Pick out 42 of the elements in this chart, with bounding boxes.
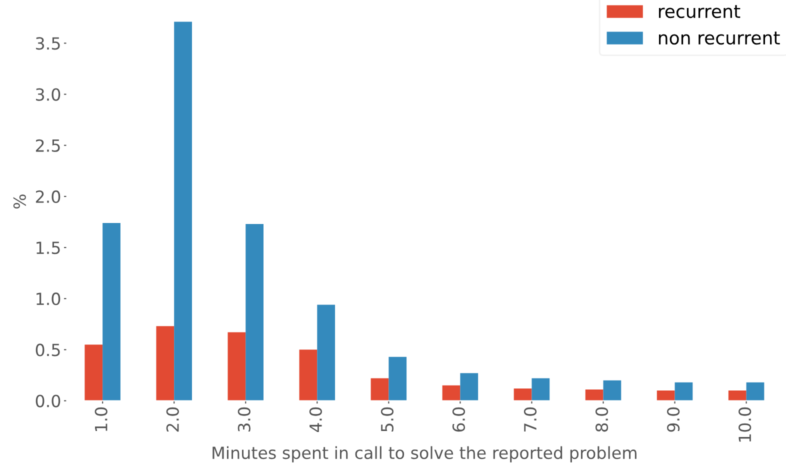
y-tick-label: 3.0: [36, 88, 60, 101]
x-tick-label: 2.0: [166, 407, 179, 432]
y-tick-label: 0.0: [36, 394, 60, 408]
bar: [317, 304, 336, 401]
x-tick-label: 4.0: [309, 407, 322, 432]
bar: [532, 378, 550, 401]
x-tick-label: 5.0: [380, 407, 394, 432]
bar: [246, 224, 264, 401]
bar: [156, 326, 174, 401]
bar: [728, 390, 746, 401]
bar: [370, 378, 389, 401]
x-tick-label: 7.0: [524, 407, 537, 432]
legend-label: non recurrent: [658, 32, 780, 45]
bar: [174, 22, 192, 401]
bar: [388, 356, 407, 401]
y-tick-label: 1.5: [36, 242, 60, 254]
x-axis-title: Minutes spent in call to solve the reported problem: [212, 446, 636, 462]
bar: [460, 373, 478, 401]
y-tick-label: 0.5: [36, 344, 60, 356]
bar: [84, 344, 103, 401]
x-tick-label: 10.0: [738, 407, 752, 442]
bar: [228, 332, 246, 401]
y-tick-label: 3.5: [36, 37, 60, 50]
bar: [656, 390, 675, 401]
x-tick-label: 3.0: [238, 407, 250, 432]
legend-label: recurrent: [658, 5, 740, 18]
bar: [102, 223, 120, 401]
y-axis-title: %: [13, 194, 26, 209]
bar: [514, 388, 532, 401]
bar: [603, 380, 622, 401]
bar: [746, 382, 764, 401]
bar: [674, 382, 693, 401]
x-tick-label: 6.0: [452, 407, 466, 432]
y-tick-label: 2.0: [36, 190, 60, 204]
bar: [442, 385, 460, 401]
x-tick-label: 8.0: [595, 407, 608, 432]
bar: [585, 390, 604, 401]
x-tick-label: 1.0: [94, 407, 108, 431]
y-tick-label: 2.5: [36, 139, 60, 152]
x-tick-label: 9.0: [667, 407, 680, 432]
bar: [299, 350, 318, 401]
y-tick-label: 1.0: [36, 292, 60, 306]
